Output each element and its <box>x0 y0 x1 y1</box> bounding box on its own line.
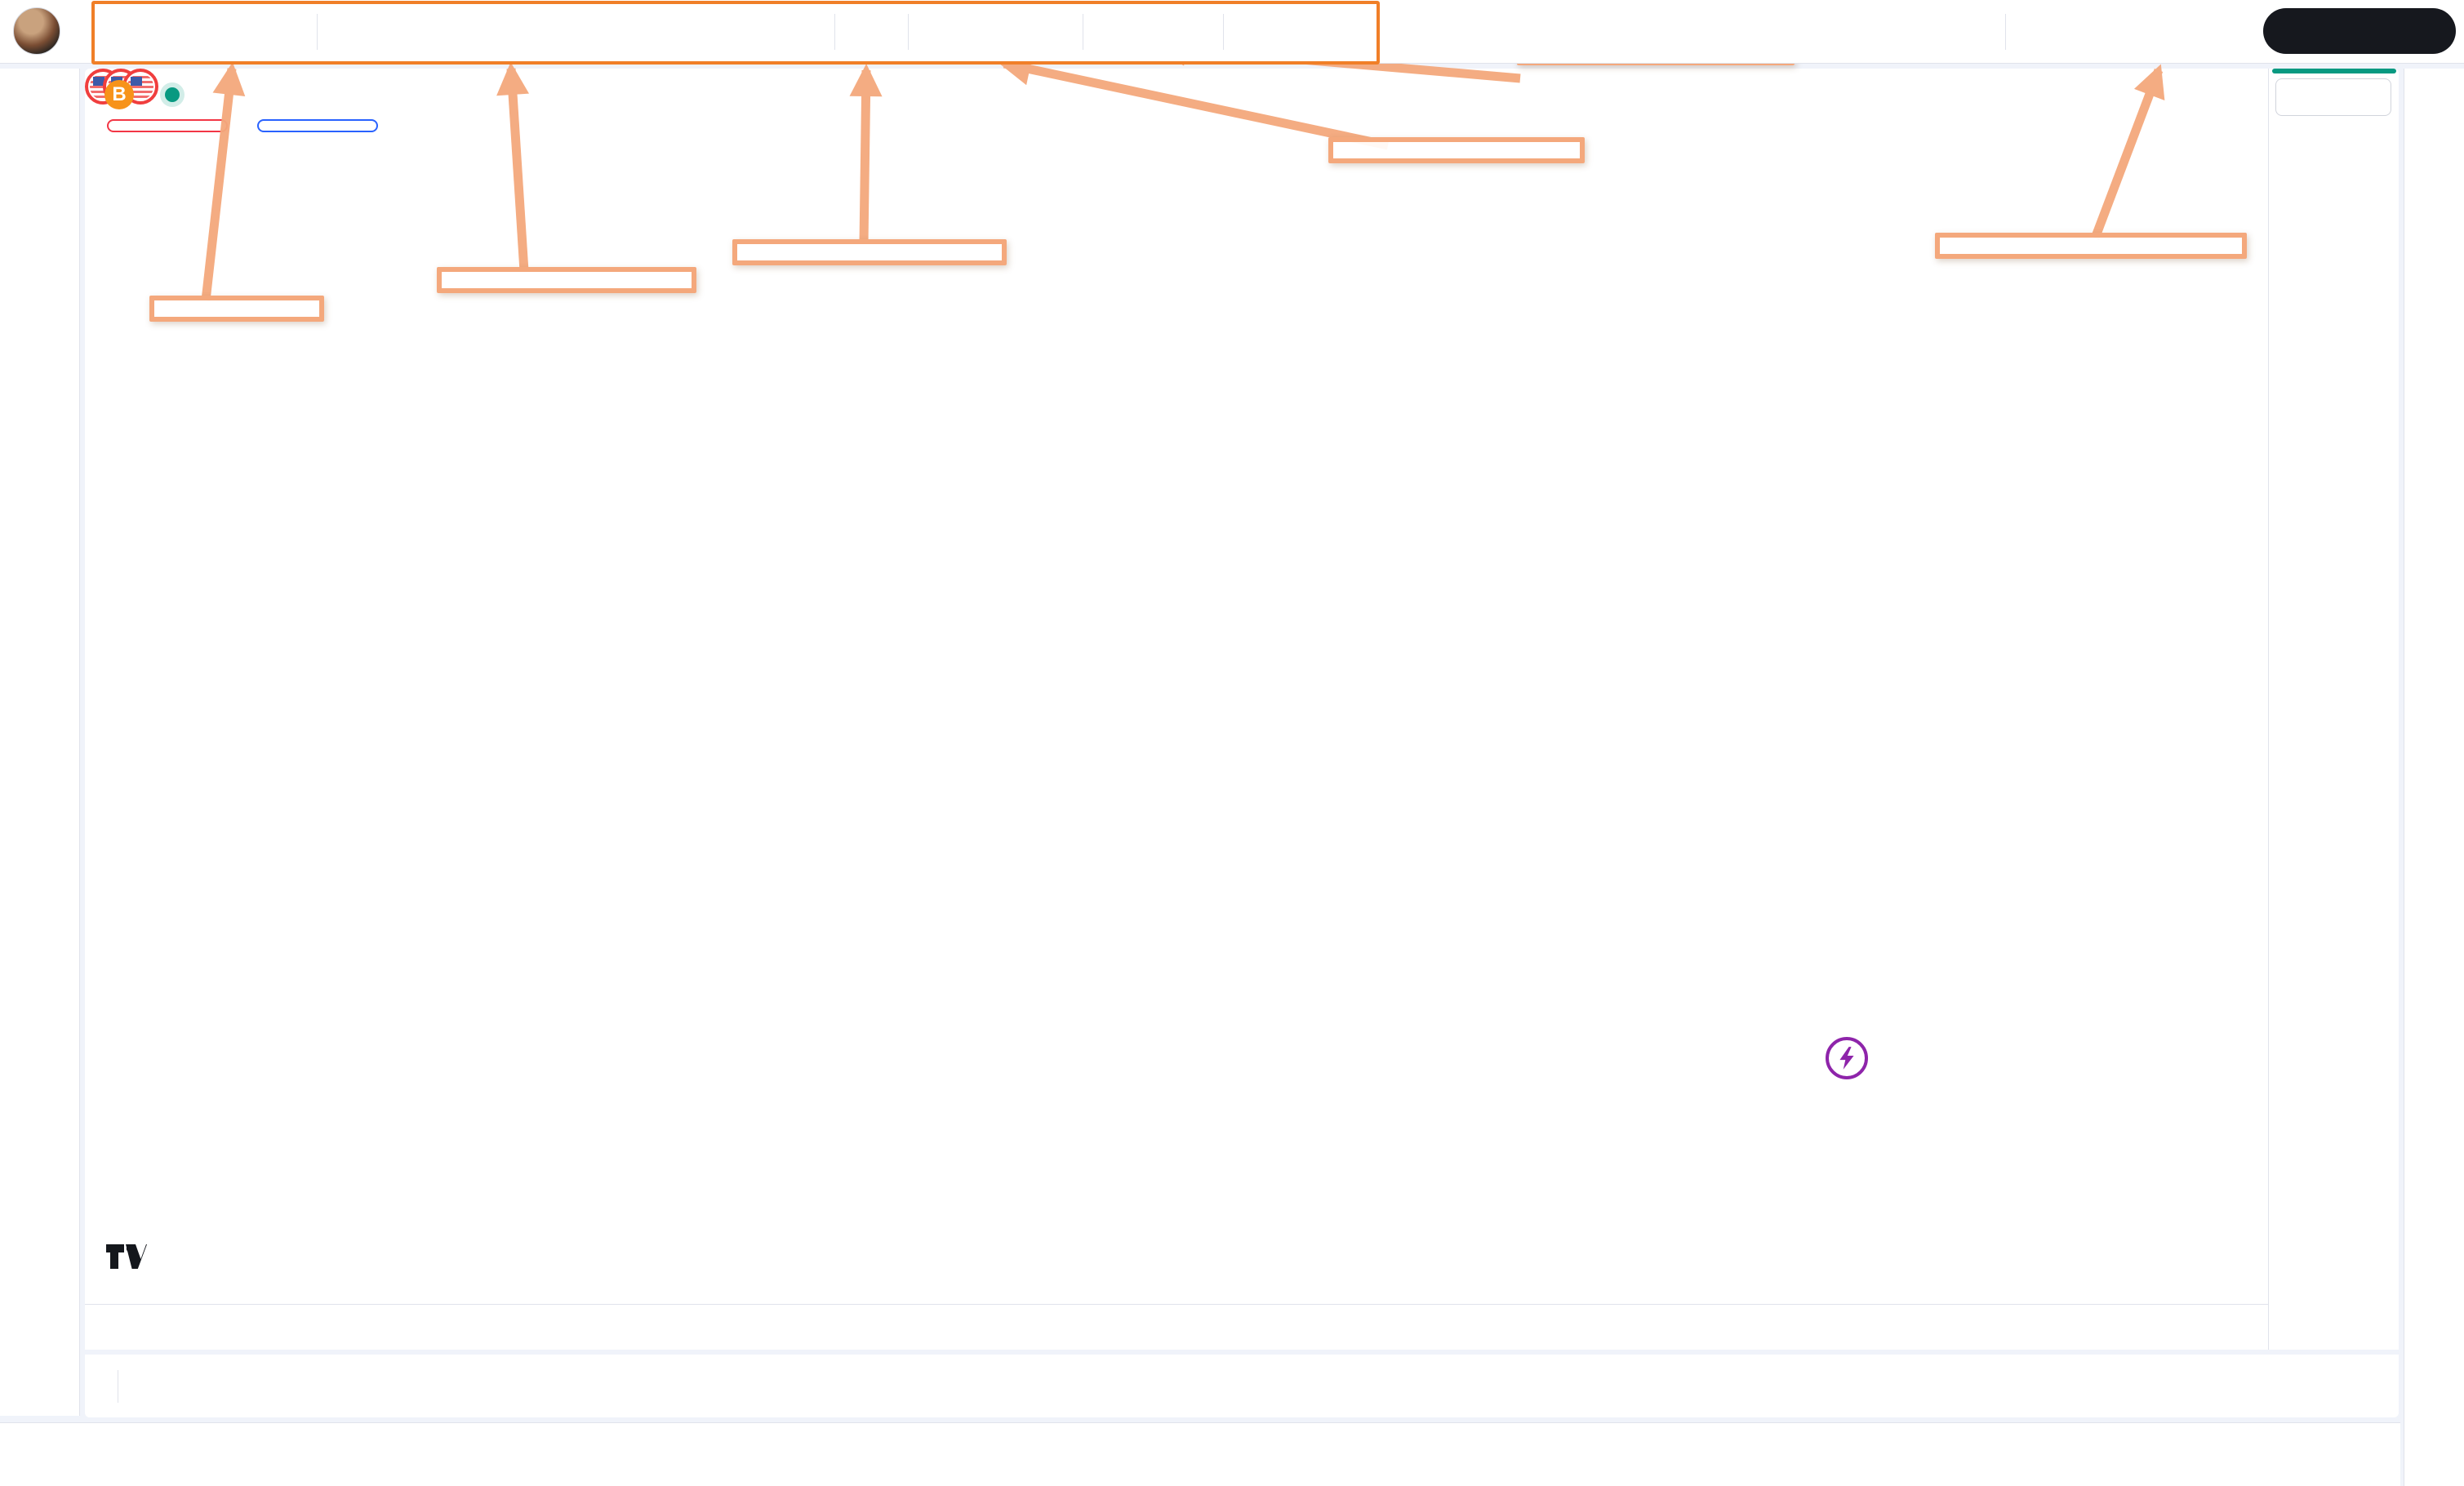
callout-symbol-search <box>149 296 324 322</box>
tradingview-watermark <box>105 1243 155 1279</box>
status-bar <box>0 1422 2400 1486</box>
toolbar-divider <box>2005 14 2006 50</box>
callout-timeframe <box>437 267 696 293</box>
price-scale[interactable] <box>2268 69 2399 1350</box>
top-toolbar <box>0 0 2464 64</box>
publish-button[interactable] <box>2263 8 2456 54</box>
avatar[interactable] <box>13 7 60 55</box>
callout-fullscreen <box>1935 233 2247 259</box>
currency-dropdown[interactable] <box>2275 78 2391 116</box>
toolbar-divider <box>834 14 835 50</box>
buy-button[interactable] <box>257 119 378 132</box>
trade-buttons <box>107 119 378 132</box>
callout-chart-type <box>732 239 1007 265</box>
bitcoin-icon: B <box>105 80 134 109</box>
market-status-dot[interactable] <box>165 87 180 102</box>
callout-indicators <box>1328 137 1585 163</box>
last-price-badge <box>2272 69 2396 73</box>
chart-area[interactable]: B <box>85 69 2399 1417</box>
symbol-legend: B <box>105 80 291 109</box>
toolbar-divider <box>317 14 318 50</box>
time-axis[interactable] <box>85 1304 2399 1350</box>
sell-button[interactable] <box>107 119 228 132</box>
pane-gap <box>85 1350 2399 1355</box>
tradingview-logo-icon <box>106 1244 147 1269</box>
range-toolbar <box>85 1355 2399 1417</box>
candlestick-chart[interactable] <box>85 69 2399 1350</box>
event-lightning-icon[interactable] <box>1826 1037 1868 1079</box>
toolbar-divider <box>1223 14 1224 50</box>
symbol-search-button[interactable] <box>101 8 111 56</box>
indicators-button[interactable] <box>921 8 929 56</box>
drawing-toolbar <box>0 69 80 1416</box>
toolbar-divider <box>908 14 909 50</box>
right-sidebar <box>2404 69 2464 1486</box>
